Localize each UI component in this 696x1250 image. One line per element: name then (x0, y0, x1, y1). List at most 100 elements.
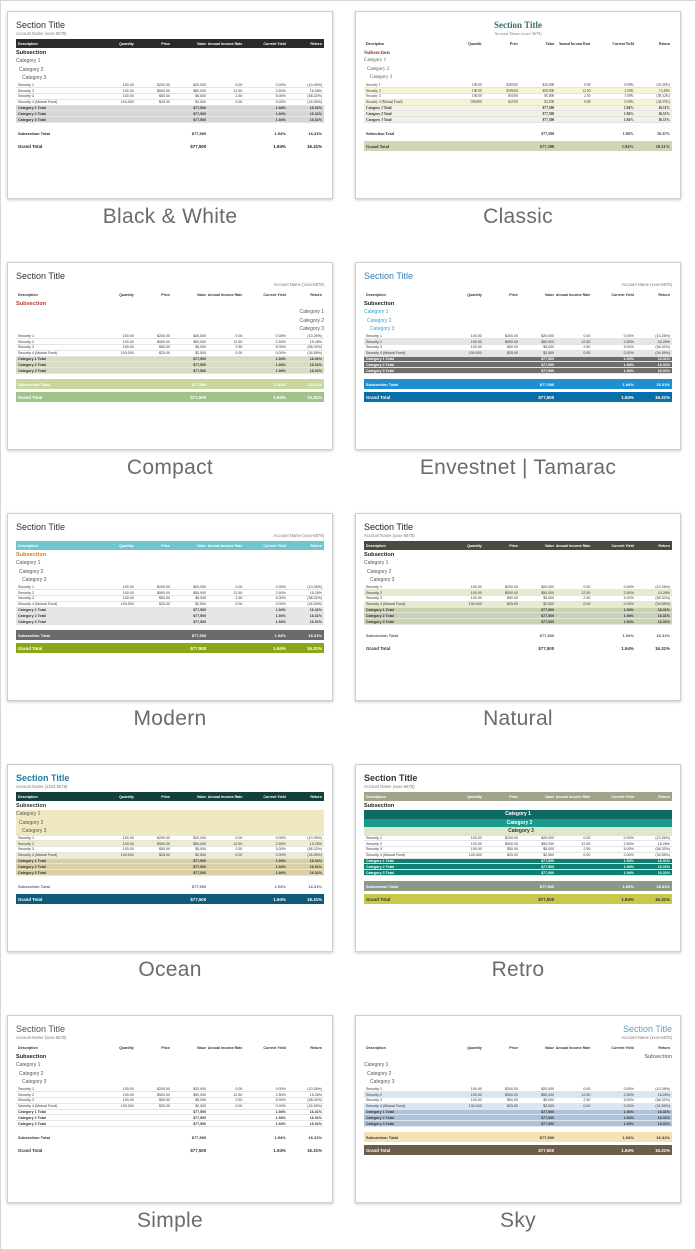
security-row-cell: (34.55%) (656, 100, 670, 105)
security-row-cell: 15.28% (309, 1092, 322, 1097)
grand-total-row: Grand Total $77,500 1.94% 16.31% (16, 1145, 324, 1155)
table-header-cell: Annual Income Rate (207, 543, 243, 548)
security-row-cell: $50,000 (541, 841, 555, 846)
security-row-cell: $25.00 (508, 100, 518, 105)
subsection-total-row-cell: Subsection Total (18, 632, 50, 638)
security-row-cell: 5.00% (275, 596, 286, 601)
category-total-row-cell: $77,500 (193, 870, 207, 875)
category-label: Category 3 (22, 75, 47, 81)
category-total-row-cell: 1.94% (623, 864, 634, 869)
category-total-row-cell: 1.94% (623, 613, 634, 618)
theme-card-ocean[interactable]: Section Title Account Name (1234-5678) Des… (7, 764, 333, 952)
category-total-row-cell: 1.94% (275, 859, 286, 864)
security-row-cell: 0.00% (275, 82, 286, 87)
security-row-cell: 100.000 (468, 1104, 482, 1109)
security-row-cell: Security 1 (366, 835, 382, 840)
category-total-row-cell: 16.31% (657, 357, 670, 362)
security-row-cell: Security 3 (366, 345, 382, 350)
subsection-total-row-cell: 1.94% (622, 883, 634, 889)
subsection-label: Subsection (644, 1054, 672, 1060)
security-row-cell: $5,000 (195, 596, 207, 601)
table-header-cell: Annual Income Rate (555, 292, 591, 297)
security-row: Security 1 100.00 $200.00 $20,000 0.00 0.00% (… (16, 1086, 324, 1093)
category-total-row-cell: Category 2 Total (366, 1115, 394, 1120)
account-name: Account Name (xxxx-5678) (273, 282, 324, 287)
theme-card-black-white[interactable]: Section Title Account Name (xxxx-5678) Des… (7, 11, 333, 199)
subsection-total-row-cell: 1.94% (274, 1134, 286, 1140)
security-row-cell: 100.00 (122, 339, 134, 344)
account-name: Account Name (xxxx-5678) (16, 31, 67, 36)
security-row-cell: Security 4 (Mutual Fund) (366, 602, 406, 607)
security-row-cell: 2.50 (235, 596, 243, 601)
category-total-row-cell: Category 2 Total (18, 613, 46, 618)
theme-card-envestnet-tamarac[interactable]: Section Title Account Name (xxxx-5678) Des… (355, 262, 681, 450)
table-header-cell: Price (509, 292, 518, 297)
security-row-cell: 5.00% (623, 345, 634, 350)
category-label: Category 1 (364, 560, 389, 566)
category-total-row-cell: 16.31% (309, 1115, 322, 1120)
security-row: Security 2 100.00 $500.00 $50,000 12.50 2.50%… (16, 841, 324, 848)
theme-card-natural[interactable]: Section Title Account Name (xxxx-5678) Des… (355, 513, 681, 701)
category-total-row-cell: $77,500 (193, 619, 207, 624)
security-row-cell: $50,000 (193, 841, 207, 846)
category-total-row: Category 1 Total $77,500 1.94% 16.31% (364, 1109, 672, 1116)
security-row-cell: $2,500 (195, 100, 207, 105)
security-row-cell: $500.00 (157, 590, 170, 595)
security-row-cell: 0.00% (275, 100, 286, 105)
grand-total-row-cell: 16.31% (655, 394, 670, 400)
table-header-cell: Quantity (119, 543, 134, 548)
category-total-row: Category 3 Total $77,500 1.94% 16.31% (364, 619, 672, 626)
table-header-cell: Return (310, 543, 322, 548)
security-row-cell: 0.00% (275, 835, 286, 840)
category-label: Category 2 (19, 568, 44, 575)
category-total-row-cell: Category 2 Total (366, 864, 394, 869)
security-row-cell: 0.00 (583, 351, 591, 356)
security-row-cell: Security 4 (Mutual Fund) (18, 1104, 58, 1109)
security-row-cell: 100.00 (122, 596, 134, 601)
table-header-cell: Annual Income Rate (555, 543, 591, 548)
theme-card-simple[interactable]: Section Title Account Name (xxxx-5678) Des… (7, 1015, 333, 1203)
theme-card-sky[interactable]: Section Title Account Name (xxxx-5678) Des… (355, 1015, 681, 1203)
theme-name-label: Ocean (138, 958, 202, 981)
security-row-cell: (58.32%) (307, 345, 322, 350)
security-row-cell: $25.00 (159, 100, 170, 105)
theme-card-classic[interactable]: Section Title Account Name (xxxx-5678) Des… (355, 11, 681, 199)
table-header-cell: Current Yield (263, 41, 286, 46)
security-row-cell: Security 4 (Mutual Fund) (366, 1104, 406, 1109)
security-row-cell: (58.32%) (655, 1098, 670, 1103)
category-total-row-cell: Category 1 Total (18, 608, 46, 613)
theme-card-compact[interactable]: Section Title Account Name (xxxx-5678) Des… (7, 262, 333, 450)
category-total-row-cell: Category 2 Total (18, 111, 46, 116)
security-row-cell: $50.00 (159, 1098, 170, 1103)
security-row-cell: Security 3 (366, 94, 381, 99)
security-row-cell: 100.00 (470, 1092, 482, 1097)
category-total-row: Category 2 Total $77,500 1.94% 16.31% (16, 1115, 324, 1122)
theme-card-retro[interactable]: Section Title Account Name (xxxx-5678) Des… (355, 764, 681, 952)
category-total-row-cell: 1.94% (623, 859, 634, 864)
table-header-cell: Price (509, 794, 518, 799)
security-row-cell: 100.000 (120, 1104, 134, 1109)
security-row-cell: 0.00% (275, 1104, 286, 1109)
security-row-cell: (58.32%) (307, 94, 322, 99)
category-total-row: Category 3 Total $77,500 1.94% 16.31% (364, 870, 672, 877)
theme-name-label: Envestnet | Tamarac (419, 456, 617, 479)
security-row-cell: $50,000 (193, 88, 207, 93)
subsection-total-row-cell: 16.31% (656, 632, 670, 638)
table-header-cell: Value (196, 41, 207, 46)
security-row-cell: 0.00 (235, 333, 243, 338)
category-total-row-cell: Category 1 Total (18, 859, 46, 864)
security-row-cell: 0.00% (275, 584, 286, 589)
table-header-cell: Current Yield (611, 543, 634, 548)
security-row-cell: 0.00% (623, 853, 634, 858)
subsection-total-row-cell: $77,500 (191, 632, 207, 638)
subsection-total-row-cell: 16.31% (656, 381, 670, 387)
subsection-label: Subsection (364, 50, 390, 56)
theme-card-modern[interactable]: Section Title Account Name (xxxx-5678) Des… (7, 513, 333, 701)
security-row-cell: $500.00 (505, 841, 518, 846)
grand-total-row: Grand Total $77,500 1.94% 16.31% (364, 1145, 672, 1156)
table-header-cell: Current Yield (263, 543, 286, 548)
table-header-cell: Price (161, 543, 170, 548)
security-row-cell: $200.00 (505, 584, 518, 589)
security-row-cell: 12.50 (233, 1092, 243, 1097)
category-total-row: Category 1 Total $77,500 1.94% 16.31% (364, 105, 672, 112)
